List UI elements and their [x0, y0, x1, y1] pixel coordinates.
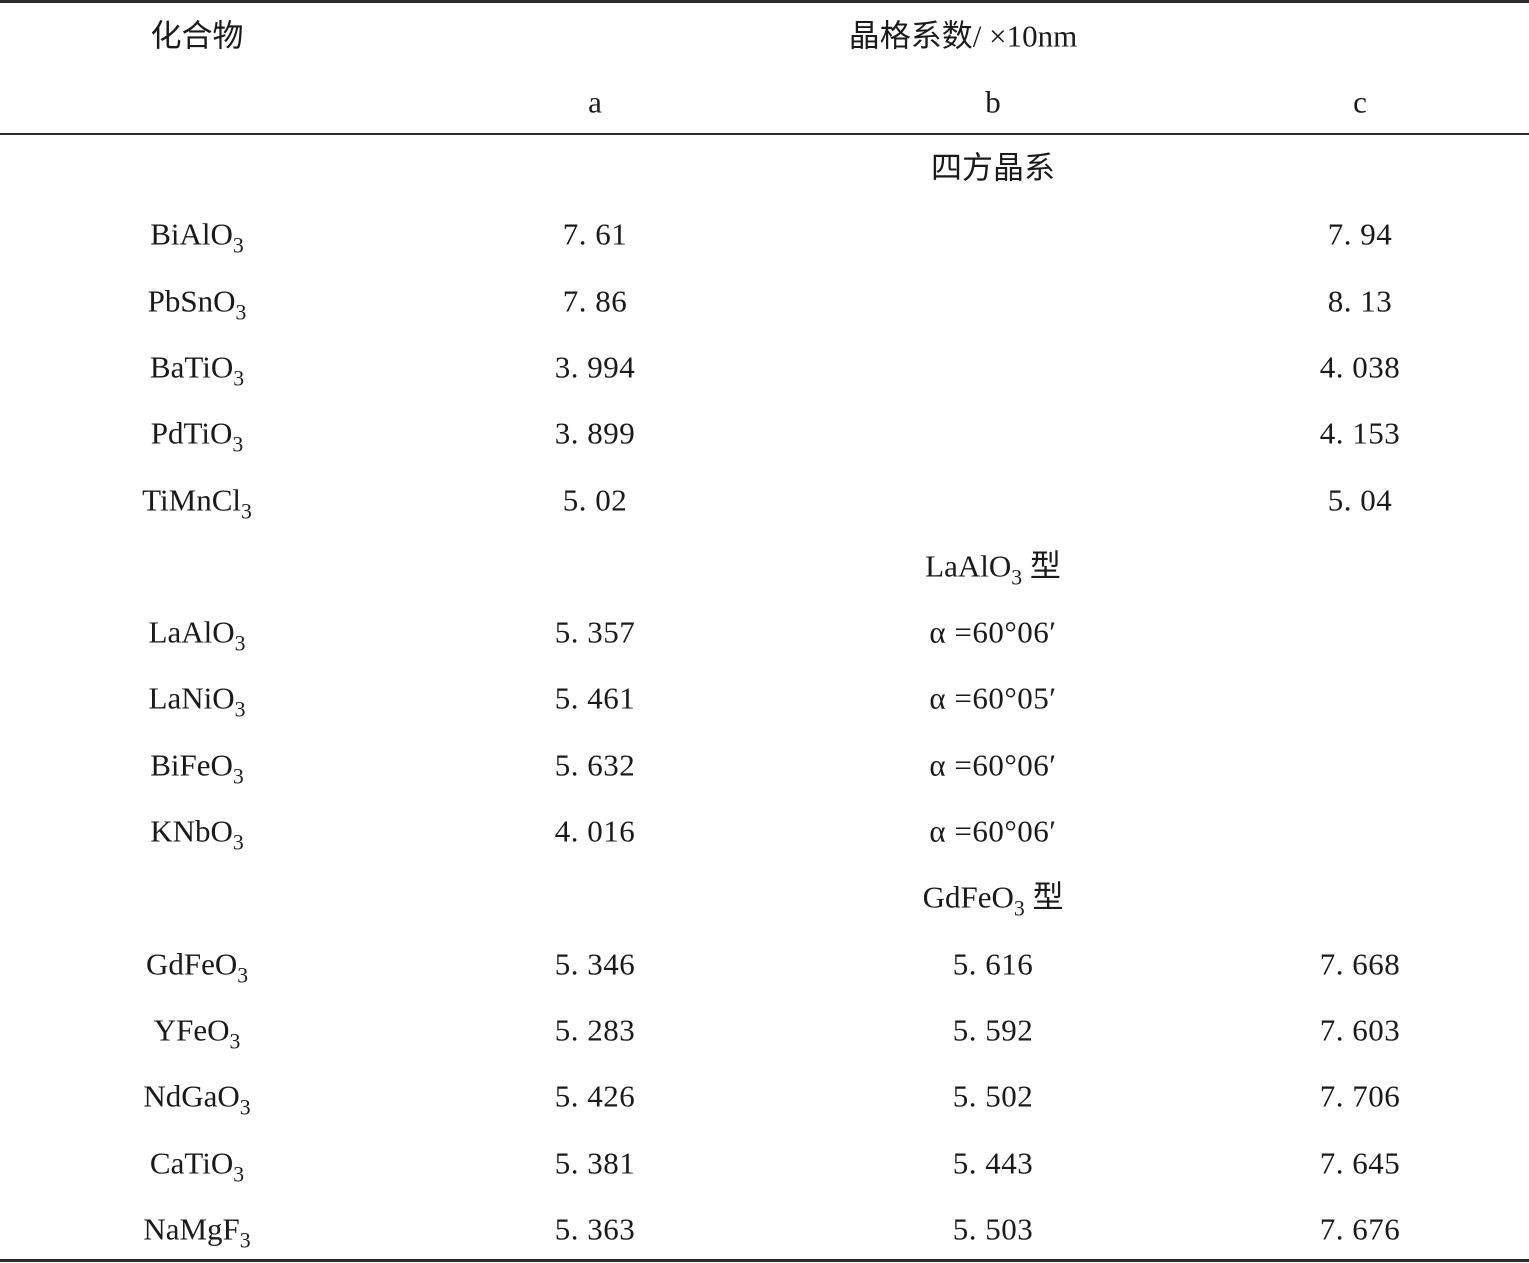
formula-subscript: 3 — [233, 1162, 245, 1187]
group-title-text: LaAlO — [925, 548, 1012, 584]
value-c: 7. 676 — [1319, 1211, 1401, 1247]
formula-subscript: 3 — [232, 432, 244, 457]
formula-subscript: 3 — [232, 764, 244, 789]
value-c: 7. 603 — [1319, 1012, 1401, 1048]
formula-text: BiAlO — [150, 216, 233, 252]
formula-subscript: 3 — [234, 697, 246, 722]
group-title-suffix: 型 — [1022, 548, 1061, 584]
value-c: 4. 038 — [1319, 349, 1401, 385]
compound-formula: GdFeO3 — [145, 946, 248, 986]
value-a: 5. 357 — [554, 614, 636, 650]
compound-formula: BiAlO3 — [150, 216, 244, 256]
table-bottom-rule — [0, 1259, 1529, 1262]
formula-text: NaMgF — [143, 1211, 240, 1247]
formula-text: KNbO — [150, 813, 233, 849]
group-title: LaAlO3 型 — [925, 548, 1061, 588]
header-c: c — [1353, 84, 1367, 120]
value-c: 5. 04 — [1327, 482, 1393, 518]
group-title-subscript: 3 — [1013, 896, 1025, 921]
value-c: 8. 13 — [1327, 283, 1393, 319]
group-title: GdFeO3 型 — [922, 879, 1064, 919]
formula-text: BaTiO — [149, 349, 234, 385]
group-title-text: GdFeO — [922, 879, 1014, 915]
value-a: 5. 02 — [562, 482, 628, 518]
value-b: 5. 502 — [952, 1078, 1034, 1114]
compound-formula: LaNiO3 — [148, 680, 246, 720]
formula-text: CaTiO — [149, 1145, 234, 1181]
formula-subscript: 3 — [235, 300, 247, 325]
value-a: 7. 61 — [562, 216, 628, 252]
header-compound: 化合物 — [150, 18, 244, 54]
value-c: 4. 153 — [1319, 415, 1401, 451]
value-b: α =60°05′ — [929, 680, 1057, 716]
value-b: 5. 592 — [952, 1012, 1034, 1048]
value-a: 5. 381 — [554, 1145, 636, 1181]
formula-subscript: 3 — [232, 233, 244, 258]
value-a: 3. 994 — [554, 349, 636, 385]
formula-subscript: 3 — [232, 830, 244, 855]
formula-text: YFeO — [153, 1012, 230, 1048]
formula-text: LaAlO — [148, 614, 235, 650]
compound-formula: BaTiO3 — [149, 349, 244, 389]
value-a: 5. 426 — [554, 1078, 636, 1114]
formula-text: BiFeO — [150, 747, 233, 783]
formula-text: PdTiO — [150, 415, 233, 451]
compound-formula: YFeO3 — [153, 1012, 241, 1052]
value-a: 5. 283 — [554, 1012, 636, 1048]
formula-text: NdGaO — [143, 1078, 240, 1114]
value-c: 7. 706 — [1319, 1078, 1401, 1114]
formula-subscript: 3 — [233, 366, 245, 391]
value-a: 7. 86 — [562, 283, 628, 319]
table-header-rule — [0, 133, 1529, 135]
value-a: 4. 016 — [554, 813, 636, 849]
compound-formula: TiMnCl3 — [142, 482, 252, 522]
formula-subscript: 3 — [237, 963, 249, 988]
formula-subscript: 3 — [240, 499, 252, 524]
value-b: α =60°06′ — [929, 747, 1057, 783]
value-b: 5. 503 — [952, 1211, 1034, 1247]
value-b: 5. 443 — [952, 1145, 1034, 1181]
value-b: α =60°06′ — [929, 813, 1057, 849]
header-a: a — [588, 84, 602, 120]
value-a: 3. 899 — [554, 415, 636, 451]
compound-formula: NdGaO3 — [143, 1078, 250, 1118]
formula-text: LaNiO — [148, 680, 235, 716]
formula-text: GdFeO — [145, 946, 238, 982]
compound-formula: BiFeO3 — [150, 747, 244, 787]
formula-subscript: 3 — [229, 1029, 241, 1054]
value-b: α =60°06′ — [929, 614, 1057, 650]
formula-subscript: 3 — [239, 1095, 251, 1120]
compound-formula: KNbO3 — [150, 813, 244, 853]
header-lattice-constant: 晶格系数/ ×10nm — [848, 18, 1078, 54]
compound-formula: PdTiO3 — [150, 415, 243, 455]
value-a: 5. 632 — [554, 747, 636, 783]
header-b: b — [985, 84, 1001, 120]
value-a: 5. 346 — [554, 946, 636, 982]
value-c: 7. 668 — [1319, 946, 1401, 982]
group-title-text: 四方晶系 — [931, 150, 1055, 186]
group-title-suffix: 型 — [1024, 879, 1064, 915]
formula-text: PbSnO — [147, 283, 236, 319]
group-title-subscript: 3 — [1011, 565, 1023, 590]
formula-subscript: 3 — [239, 1228, 251, 1253]
value-c: 7. 94 — [1327, 216, 1393, 252]
compound-formula: PbSnO3 — [147, 283, 247, 323]
table-top-rule — [0, 0, 1529, 3]
compound-formula: NaMgF3 — [143, 1211, 250, 1251]
formula-text: TiMnCl — [142, 482, 241, 518]
value-a: 5. 363 — [554, 1211, 636, 1247]
value-b: 5. 616 — [952, 946, 1034, 982]
compound-formula: LaAlO3 — [148, 614, 246, 654]
compound-formula: CaTiO3 — [149, 1145, 244, 1185]
formula-subscript: 3 — [234, 631, 246, 656]
group-title: 四方晶系 — [931, 153, 1055, 184]
value-a: 5. 461 — [554, 680, 636, 716]
value-c: 7. 645 — [1319, 1145, 1401, 1181]
